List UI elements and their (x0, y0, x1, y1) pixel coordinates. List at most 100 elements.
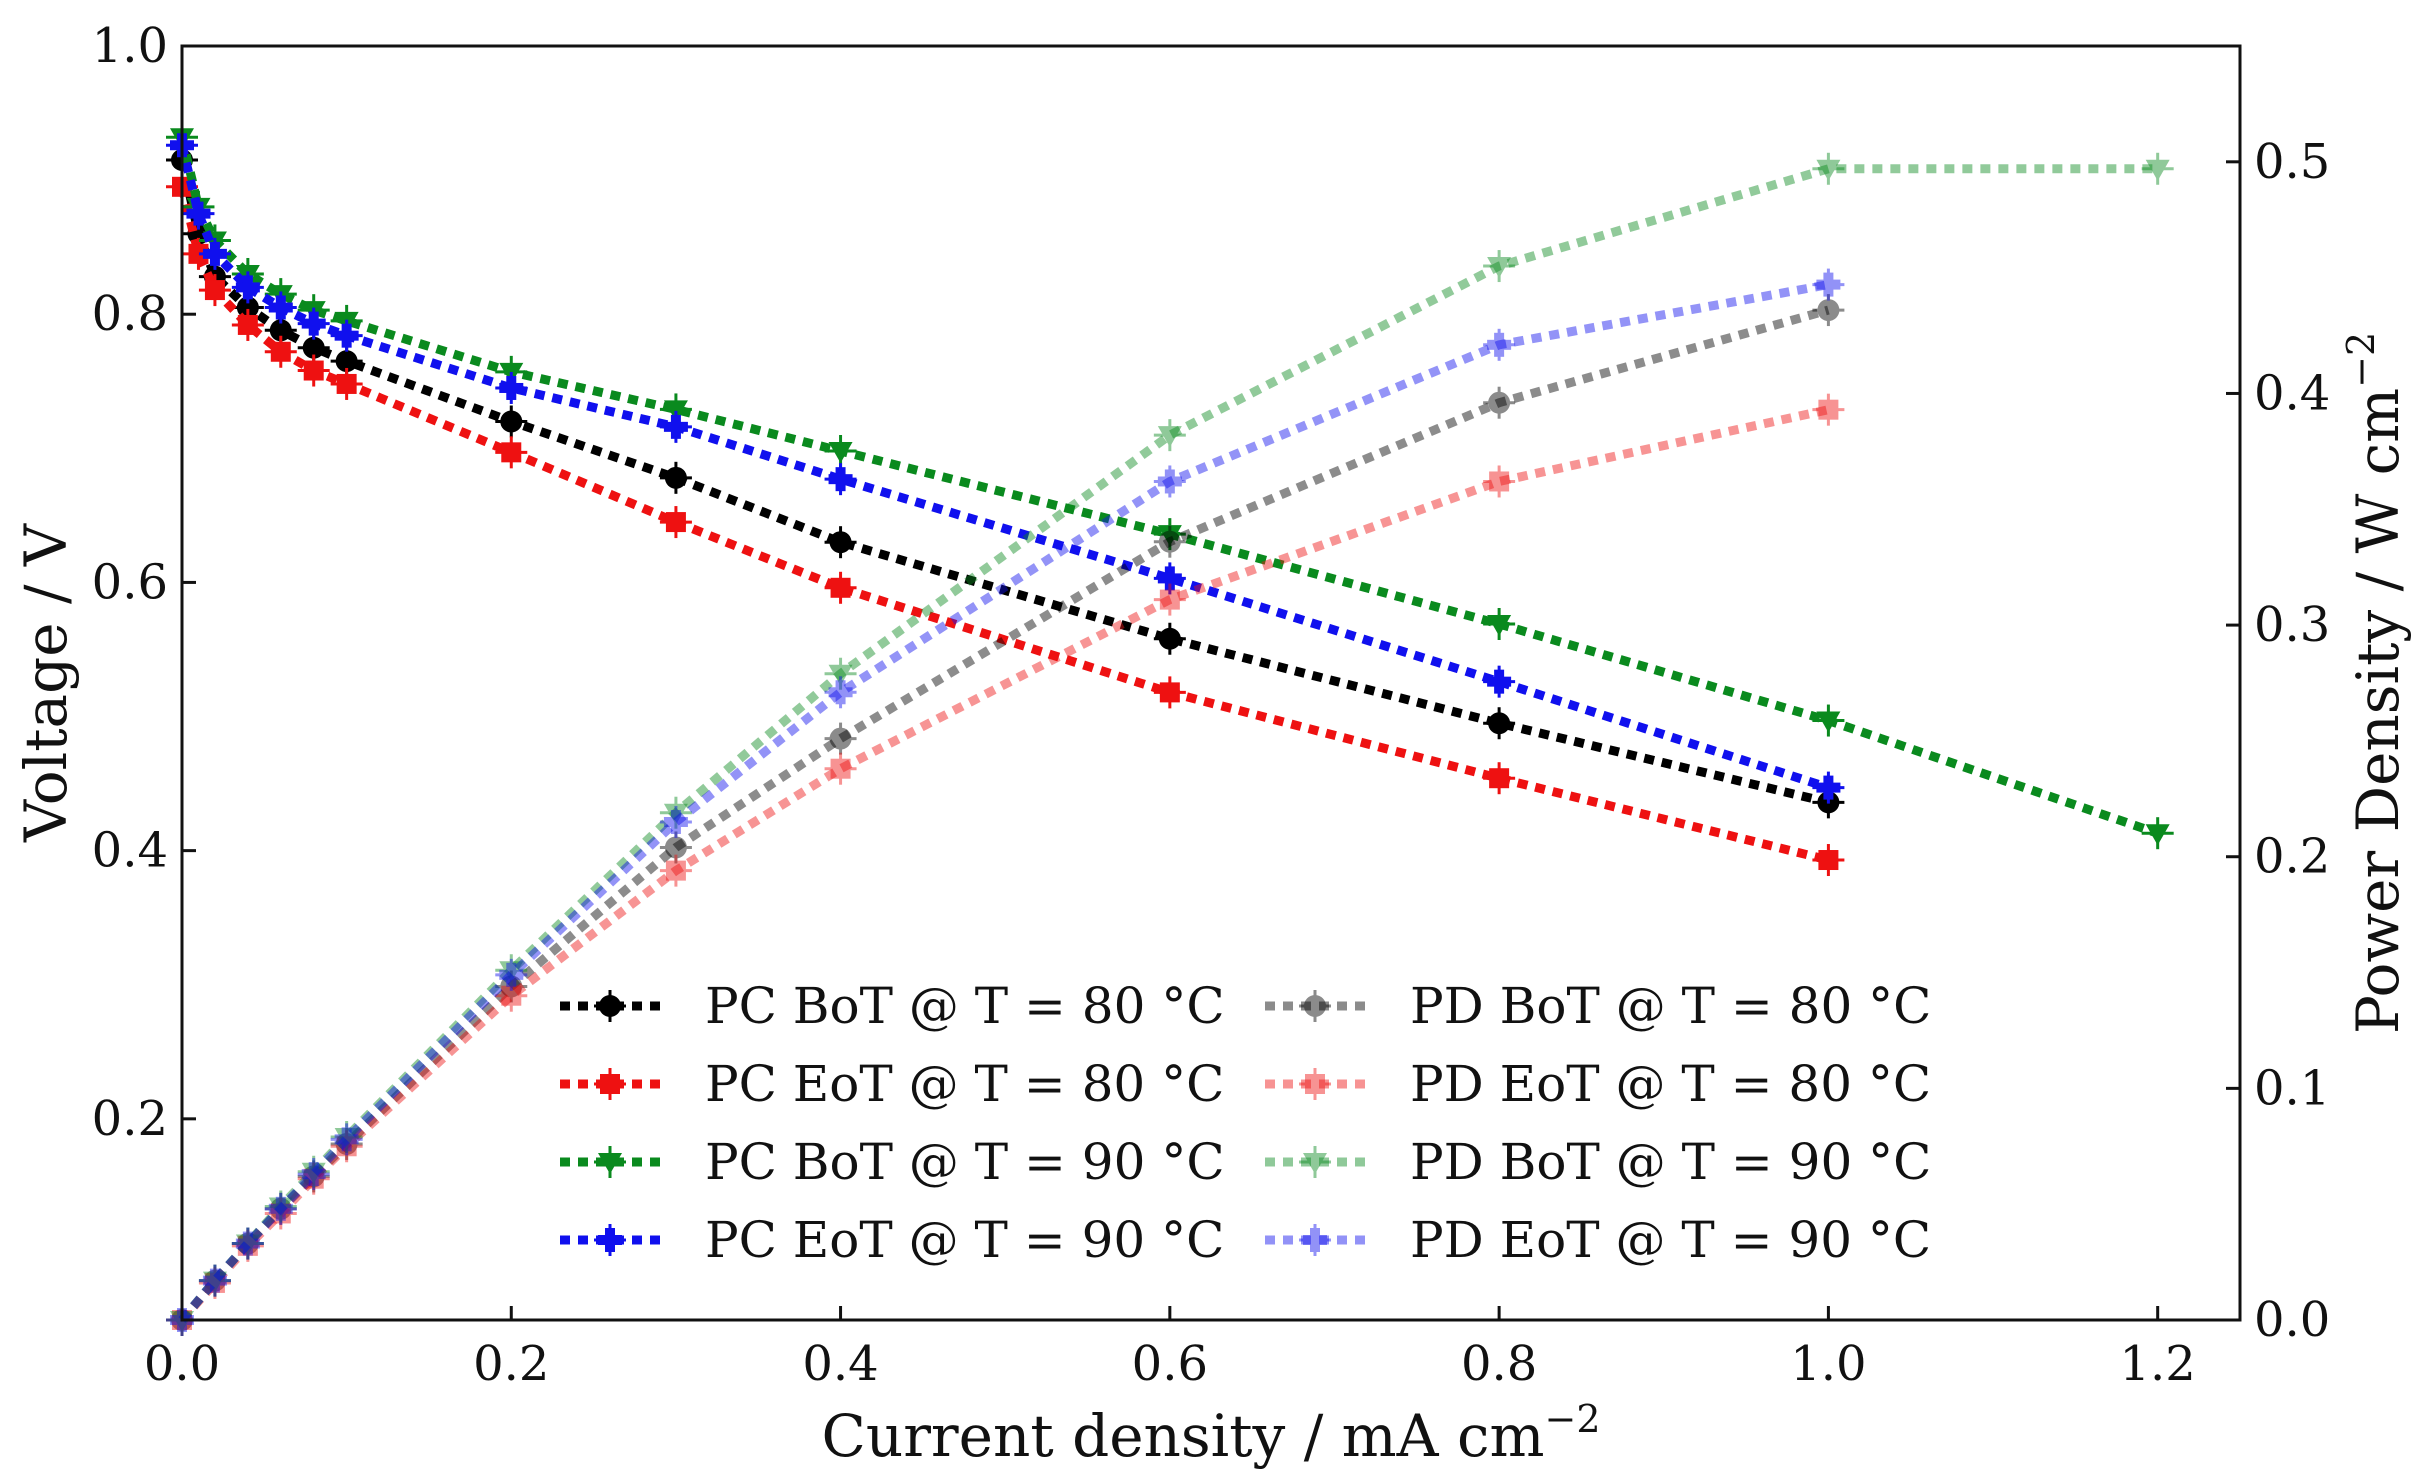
legend-label-6: PD BoT @ T = 90 °C (1410, 1133, 1931, 1191)
series-4-point-11-shape (1817, 299, 1840, 322)
series-3-point-9 (824, 463, 857, 496)
series-4-point-11 (1812, 294, 1845, 327)
y-right-tick-label-5: 0.5 (2254, 134, 2330, 190)
series-6-point-4 (297, 1155, 330, 1188)
series-layer (166, 121, 2174, 1336)
series-1-point-2 (198, 274, 231, 307)
series-4-point-8-shape (829, 727, 852, 750)
series-1-point-9-shape (830, 577, 851, 598)
series-7-point-8 (824, 676, 857, 709)
legend-marker-5-shape (1305, 1074, 1325, 1094)
series-3-point-10-shape-v (1164, 566, 1175, 591)
series-7-point-10-shape-h (1487, 339, 1512, 350)
legend-marker-6-shape (1303, 1153, 1327, 1174)
series-6-point-6 (495, 954, 528, 987)
series-6-point-10-shape (1487, 257, 1512, 279)
series-0-point-7 (495, 405, 528, 438)
y-right-tick-label-2: 0.2 (2254, 829, 2330, 885)
legend-marker-0-shape (599, 995, 621, 1017)
series-6-point-5-shape (334, 1128, 359, 1150)
series-1-point-7 (495, 436, 528, 469)
series-4-point-2-shape (236, 1232, 259, 1255)
series-3-point-6 (330, 319, 363, 352)
series-7-point-9-shape-v (1164, 469, 1175, 494)
series-2-point-10-shape (1157, 525, 1182, 547)
y-right-tick-label-3: 0.3 (2254, 597, 2330, 653)
series-7-point-1-shape-v (209, 1268, 220, 1293)
series-4-point-5-shape (335, 1132, 358, 1155)
legend-label-3: PC EoT @ T = 90 °C (705, 1211, 1224, 1269)
series-5-point-3-shape (270, 1203, 291, 1224)
series-7-point-6 (495, 958, 528, 991)
legend-marker-7 (1299, 1224, 1331, 1256)
series-4-point-5 (330, 1127, 363, 1160)
series-7-point-8-shape-h (828, 687, 853, 698)
series-1-point-6 (330, 367, 363, 400)
series-2-point-11 (1483, 607, 1516, 640)
series-6-point-3-shape (268, 1197, 293, 1219)
series-7-point-7-shape-h (663, 816, 688, 827)
series-5-point-5-shape (336, 1136, 357, 1157)
series-4-point-10-shape (1488, 391, 1511, 414)
series-1-point-4-shape (270, 341, 291, 362)
legend-marker-4 (1299, 990, 1331, 1022)
series-1-point-6-shape (336, 373, 357, 394)
y-left-tick-label-0: 0.2 (92, 1091, 168, 1147)
series-0-point-10-shape (1158, 627, 1181, 650)
legend-label-0: PC BoT @ T = 80 °C (705, 977, 1225, 1035)
series-7-point-4-shape-v (308, 1162, 319, 1187)
series-5-point-2 (231, 1229, 264, 1262)
series-7-point-7-shape-v (670, 809, 681, 834)
series-7-point-9-shape-h (1157, 476, 1182, 487)
series-1-point-5 (297, 354, 330, 387)
series-6-point-7-shape (663, 803, 688, 825)
series-1-point-3 (231, 308, 264, 341)
legend-label-4: PD BoT @ T = 80 °C (1410, 977, 1931, 1035)
series-4-line (178, 305, 1830, 1323)
series-1-point-12 (1812, 844, 1845, 877)
legend-marker-3-shape-v (605, 1228, 615, 1252)
legend-marker-4-shape (1304, 995, 1326, 1017)
series-7-point-3-shape-h (268, 1203, 293, 1214)
series-6-point-3 (264, 1190, 297, 1223)
series-4-point-8 (824, 722, 857, 755)
series-7-point-11 (1812, 268, 1845, 301)
series-3-point-2 (198, 237, 231, 270)
x-tick-label-0: 0.0 (144, 1336, 220, 1392)
series-3-point-4 (264, 291, 297, 324)
series-6-point-11-shape (1816, 159, 1841, 181)
series-3-point-1 (182, 197, 215, 230)
series-6-point-4-shape (301, 1162, 326, 1184)
series-5-point-10-shape (1489, 471, 1510, 492)
series-4-point-3 (264, 1192, 297, 1225)
series-5-point-4-shape (303, 1168, 324, 1189)
series-6-point-2-shape (235, 1234, 260, 1256)
x-axis-title-sup: −2 (1545, 1397, 1601, 1441)
series-6-point-2 (231, 1227, 264, 1260)
series-3-point-5 (297, 307, 330, 340)
series-5-point-6-shape (501, 985, 522, 1006)
series-3-point-3 (231, 271, 264, 304)
x-tick-label-4: 0.8 (1461, 1336, 1537, 1392)
series-2-point-10 (1153, 518, 1186, 551)
series-7-point-5-shape-v (341, 1127, 352, 1152)
legend: PC BoT @ T = 80 °C PC EoT @ T = 80 °C PC B… (560, 977, 1931, 1269)
series-7-point-3 (264, 1192, 297, 1225)
legend-marker-3 (594, 1224, 626, 1256)
series-6-point-10 (1483, 250, 1516, 283)
series-6-point-5 (330, 1121, 363, 1154)
series-4-point-7 (659, 831, 692, 864)
series-6-point-7 (659, 796, 692, 829)
series-5-point-10 (1483, 465, 1516, 498)
series-7-line (178, 280, 1830, 1323)
legend-marker-2-shape (598, 1153, 622, 1174)
series-2-point-11-shape (1487, 614, 1512, 636)
series-1-point-7-shape (501, 442, 522, 463)
series-5-point-1 (198, 1266, 231, 1299)
x-tick-label-6: 1.2 (2120, 1336, 2196, 1392)
series-0-point-11 (1483, 707, 1516, 740)
series-3-point-11-shape-v (1494, 669, 1505, 694)
series-5-point-9-shape (1159, 589, 1180, 610)
series-6-point-9 (1153, 419, 1186, 452)
